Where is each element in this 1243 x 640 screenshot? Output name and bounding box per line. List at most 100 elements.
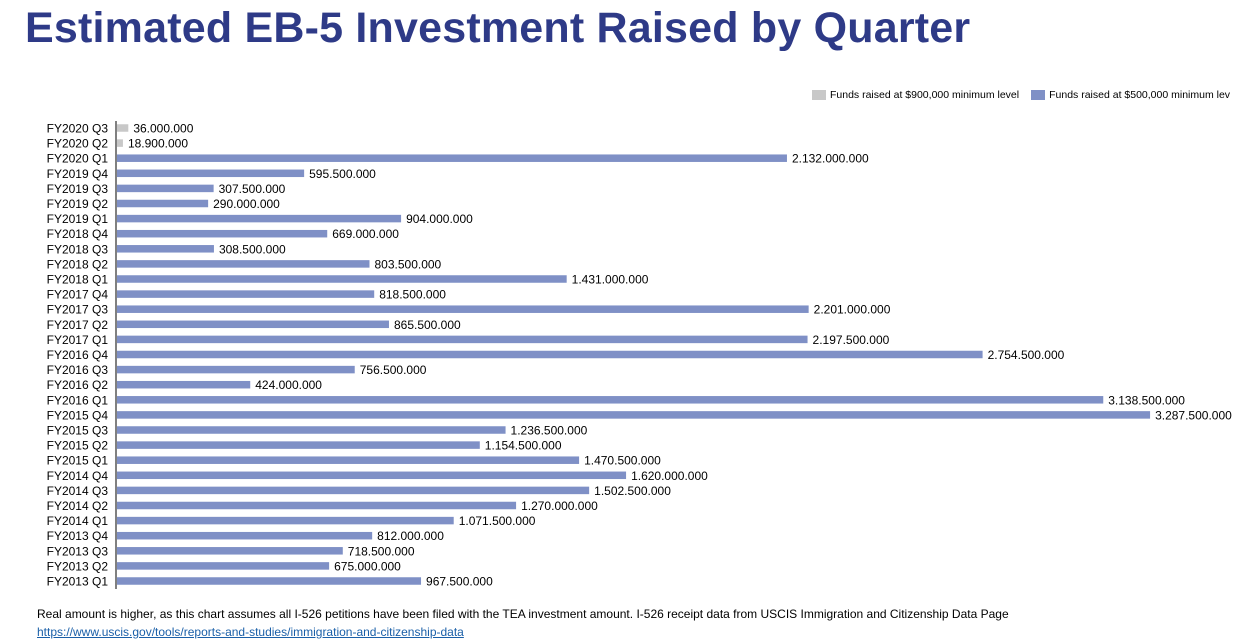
category-label: FY2017 Q4: [47, 288, 109, 302]
legend-label-900k: Funds raised at $900,000 minimum level: [830, 89, 1020, 101]
category-label: FY2017 Q2: [47, 318, 109, 332]
bar: [117, 229, 328, 238]
value-label: 967.500.000: [426, 575, 493, 589]
category-label: FY2015 Q4: [47, 408, 109, 422]
category-label: FY2016 Q1: [47, 393, 109, 407]
legend-swatch-500k: [1031, 90, 1046, 100]
category-label: FY2017 Q1: [47, 333, 109, 347]
value-label: 18.900.000: [128, 137, 188, 151]
bar: [117, 154, 787, 162]
bar: [117, 486, 590, 495]
value-label: 669.000.000: [332, 227, 399, 241]
bar: [117, 411, 1151, 419]
bar: [117, 320, 389, 329]
category-label: FY2016 Q2: [47, 378, 109, 392]
bar: [117, 290, 375, 298]
footnote: Real amount is higher, as this chart ass…: [37, 607, 1009, 621]
category-label: FY2013 Q1: [47, 575, 109, 589]
legend-label-500k: Funds raised at $500,000 minimum lev: [1049, 89, 1231, 101]
bar: [117, 305, 809, 313]
value-label: 2.754.500.000: [988, 348, 1065, 362]
category-label: FY2020 Q3: [47, 122, 109, 136]
value-label: 865.500.000: [394, 318, 461, 332]
category-label: FY2014 Q1: [47, 514, 109, 528]
value-label: 1.154.500.000: [485, 439, 562, 453]
value-label: 718.500.000: [348, 544, 415, 558]
legend-item-500k: Funds raised at $500,000 minimum lev: [1031, 89, 1230, 101]
value-label: 3.287.500.000: [1155, 408, 1232, 422]
bar: [117, 471, 627, 480]
bar: [117, 335, 808, 344]
bar: [117, 547, 343, 555]
value-label: 307.500.000: [219, 182, 286, 196]
legend-item-900k: Funds raised at $900,000 minimum level: [812, 89, 1019, 101]
category-label: FY2018 Q4: [47, 227, 109, 241]
category-label: FY2017 Q3: [47, 303, 109, 317]
value-label: 803.500.000: [374, 257, 441, 271]
value-label: 424.000.000: [255, 378, 322, 392]
value-label: 2.197.500.000: [813, 333, 890, 347]
bar: [117, 441, 480, 449]
value-label: 1.270.000.000: [521, 499, 598, 513]
value-label: 2.201.000.000: [814, 303, 891, 317]
bar: [117, 199, 209, 208]
bar: [117, 124, 129, 132]
value-label: 1.470.500.000: [584, 454, 661, 468]
bar: [117, 380, 251, 389]
value-label: 1.071.500.000: [459, 514, 536, 528]
bar: [117, 139, 123, 147]
legend-swatch-900k: [812, 90, 826, 100]
bar: [117, 350, 983, 359]
category-label: FY2014 Q3: [47, 484, 109, 498]
value-label: 904.000.000: [406, 212, 473, 226]
bar: [117, 562, 330, 570]
category-label: FY2018 Q2: [47, 257, 109, 271]
value-label: 290.000.000: [213, 197, 280, 211]
category-label: FY2013 Q2: [47, 559, 109, 573]
value-label: 595.500.000: [309, 167, 376, 181]
value-label: 1.620.000.000: [631, 469, 708, 483]
bar: [117, 501, 517, 510]
category-label: FY2020 Q2: [47, 137, 109, 151]
bar: [117, 245, 214, 253]
value-label: 36.000.000: [133, 122, 193, 136]
category-label: FY2014 Q4: [47, 469, 109, 483]
value-label: 1.236.500.000: [511, 424, 588, 438]
bar: [117, 577, 422, 585]
legend: Funds raised at $900,000 minimum level F…: [812, 89, 1242, 101]
value-label: 308.500.000: [219, 242, 286, 256]
category-label: FY2019 Q2: [47, 197, 109, 211]
category-label: FY2015 Q2: [47, 439, 109, 453]
value-label: 2.132.000.000: [792, 152, 869, 166]
bar: [117, 275, 567, 283]
category-label: FY2019 Q1: [47, 212, 109, 226]
category-label: FY2014 Q2: [47, 499, 109, 513]
chart-title: Estimated EB-5 Investment Raised by Quar…: [25, 4, 971, 52]
category-label: FY2018 Q1: [47, 273, 109, 287]
category-label: FY2019 Q3: [47, 182, 109, 196]
bar: [117, 365, 355, 374]
category-label: FY2016 Q3: [47, 363, 109, 377]
category-label: FY2020 Q1: [47, 152, 109, 166]
bar: [117, 184, 214, 193]
value-label: 1.502.500.000: [594, 484, 671, 498]
category-label: FY2015 Q3: [47, 424, 109, 438]
category-label: FY2016 Q4: [47, 348, 109, 362]
bar: [117, 531, 373, 540]
value-label: 1.431.000.000: [572, 273, 649, 287]
value-label: 812.000.000: [377, 529, 444, 543]
bar: [117, 214, 402, 223]
source-link[interactable]: https://www.uscis.gov/tools/reports-and-…: [37, 625, 464, 639]
category-label: FY2018 Q3: [47, 242, 109, 256]
bar: [117, 516, 454, 525]
category-label: FY2013 Q3: [47, 544, 109, 558]
value-label: 3.138.500.000: [1108, 393, 1185, 407]
bar-chart: FY2020 Q3 36.000.000 FY2020 Q2 18.900.000 FY…: [47, 121, 1232, 589]
category-label: FY2013 Q4: [47, 529, 109, 543]
value-label: 675.000.000: [334, 559, 401, 573]
value-label: 756.500.000: [360, 363, 427, 377]
bar: [117, 169, 305, 178]
bar: [117, 456, 580, 464]
bar: [117, 396, 1104, 404]
category-label: FY2019 Q4: [47, 167, 109, 181]
